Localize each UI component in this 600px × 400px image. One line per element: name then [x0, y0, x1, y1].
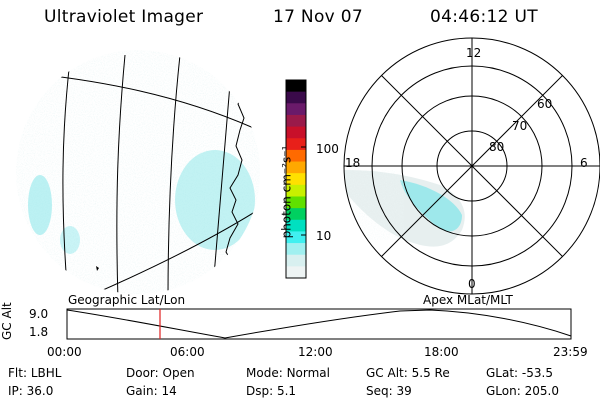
colorbar-swatch: [286, 149, 306, 163]
info-seq: Seq: 39: [366, 384, 412, 398]
altitude-xtick-0000: 00:00: [47, 345, 82, 359]
altitude-plot: [66, 308, 572, 340]
geographic-map: [16, 50, 260, 294]
mlt-label-18: 18: [345, 156, 361, 170]
mlt-label-0: 0: [468, 277, 476, 291]
colorbar-swatch: [286, 231, 306, 244]
info-glon: GLon: 205.0: [486, 384, 559, 398]
colorbar-frame: [285, 79, 307, 279]
colorbar-tick-10: 10: [316, 229, 332, 243]
colorbar-swatch: [286, 114, 306, 128]
colorbar-swatch: [286, 173, 306, 186]
info-dsp: Dsp: 5.1: [246, 384, 297, 398]
colorbar-unit-label: photon cm⁻²s⁻¹: [279, 145, 294, 239]
colorbar-swatch: [286, 80, 306, 93]
colorbar-swatch: [286, 126, 306, 139]
geo-caption: Geographic Lat/Lon: [68, 293, 186, 307]
altitude-ytick-high: 9.0: [29, 307, 49, 321]
colorbar-tick-100: 100: [316, 142, 339, 156]
mlt-label-12: 12: [466, 46, 482, 60]
colorbar-swatch: [286, 208, 306, 221]
colorbar-swatch: [286, 103, 306, 116]
polar-aurora-oval: [400, 180, 462, 232]
lat-label-80: 80: [489, 140, 505, 154]
altitude-xtick-1200: 12:00: [298, 345, 333, 359]
colorbar-swatch: [286, 184, 306, 197]
colorbar-swatch: [286, 219, 306, 232]
info-gain: Gain: 14: [126, 384, 177, 398]
lat-label-70: 70: [512, 119, 528, 133]
info-flt: Flt: LBHL: [8, 366, 62, 380]
info-mode: Mode: Normal: [246, 366, 330, 380]
polar-caption: Apex MLat/MLT: [423, 293, 513, 307]
altitude-ytick-low: 1.8: [29, 325, 49, 339]
colorbar-swatch: [286, 196, 306, 209]
lat-label-60: 60: [537, 97, 553, 111]
colorbar-swatch: [286, 161, 306, 174]
info-gc-alt: GC Alt: 5.5 Re: [366, 366, 450, 380]
info-ip: IP: 36.0: [8, 384, 54, 398]
polar-diag-2: [381, 75, 563, 257]
altitude-xtick-0600: 06:00: [170, 345, 205, 359]
colorbar-swatch: [286, 254, 306, 267]
instrument-title: Ultraviolet Imager: [44, 7, 204, 27]
altitude-frame: [66, 308, 572, 340]
colorbar-swatch: [286, 266, 306, 279]
altitude-ylabel: GC Alt: [0, 302, 14, 340]
altitude-xtick-1800: 18:00: [424, 345, 459, 359]
altitude-curve: [66, 309, 572, 339]
mlt-label-6: 6: [580, 156, 588, 170]
date-label: 17 Nov 07: [273, 7, 363, 27]
geo-aurora-glow: [175, 150, 255, 250]
info-glat: GLat: -53.5: [486, 366, 553, 380]
info-door: Door: Open: [126, 366, 195, 380]
colorbar: [285, 79, 307, 279]
colorbar-swatch: [286, 243, 306, 256]
polar-plot: [343, 37, 600, 295]
altitude-xtick-2359: 23:59: [553, 345, 588, 359]
colorbar-swatch: [286, 91, 306, 104]
time-label: 04:46:12 UT: [430, 7, 538, 27]
